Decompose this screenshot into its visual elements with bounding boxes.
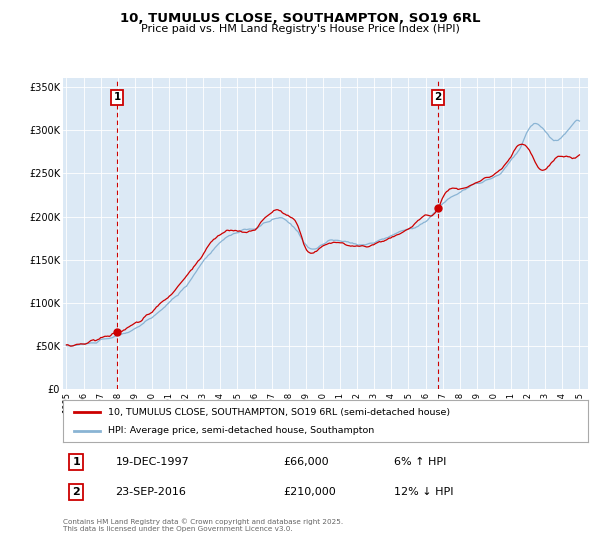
- Text: 19-DEC-1997: 19-DEC-1997: [115, 457, 189, 467]
- Text: Contains HM Land Registry data © Crown copyright and database right 2025.
This d: Contains HM Land Registry data © Crown c…: [63, 518, 343, 531]
- Text: 2: 2: [434, 92, 442, 102]
- Text: Price paid vs. HM Land Registry's House Price Index (HPI): Price paid vs. HM Land Registry's House …: [140, 24, 460, 34]
- Text: 1: 1: [72, 457, 80, 467]
- Text: 12% ↓ HPI: 12% ↓ HPI: [394, 487, 453, 497]
- Text: 23-SEP-2016: 23-SEP-2016: [115, 487, 187, 497]
- Text: 10, TUMULUS CLOSE, SOUTHAMPTON, SO19 6RL (semi-detached house): 10, TUMULUS CLOSE, SOUTHAMPTON, SO19 6RL…: [107, 408, 450, 417]
- Text: £66,000: £66,000: [284, 457, 329, 467]
- Text: £210,000: £210,000: [284, 487, 336, 497]
- Text: 1: 1: [113, 92, 121, 102]
- Text: 10, TUMULUS CLOSE, SOUTHAMPTON, SO19 6RL: 10, TUMULUS CLOSE, SOUTHAMPTON, SO19 6RL: [120, 12, 480, 25]
- Text: HPI: Average price, semi-detached house, Southampton: HPI: Average price, semi-detached house,…: [107, 426, 374, 435]
- Text: 2: 2: [72, 487, 80, 497]
- Text: 6% ↑ HPI: 6% ↑ HPI: [394, 457, 446, 467]
